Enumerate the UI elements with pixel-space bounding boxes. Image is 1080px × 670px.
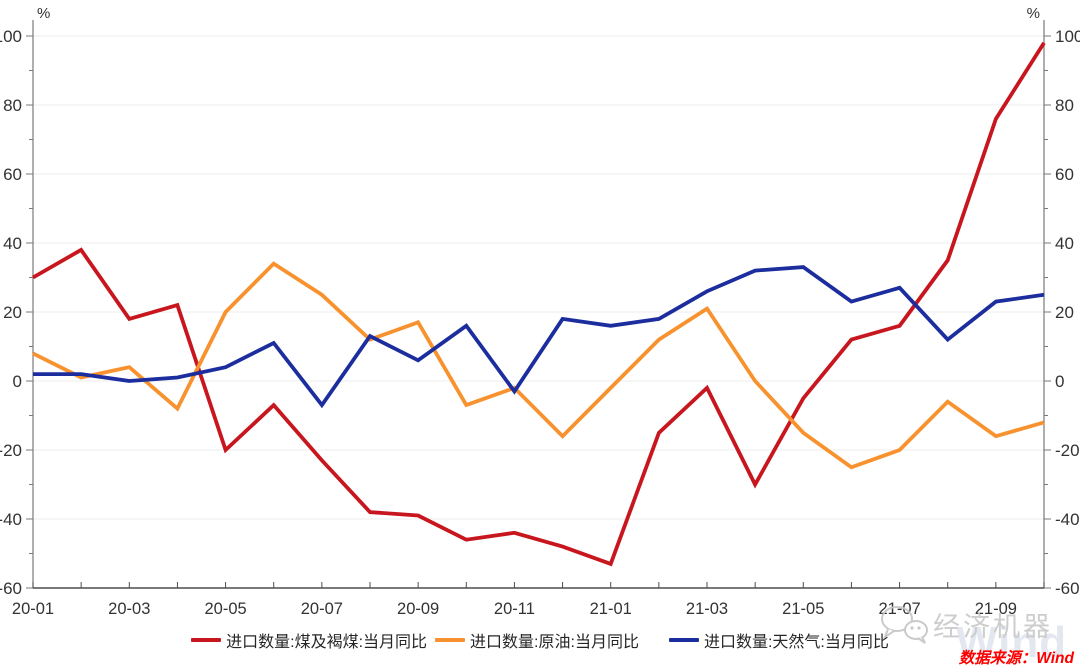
brand-watermark-text: 经济机器: [933, 611, 1053, 642]
line-chart: -60 -60 -40 -40 -20 -20 0 0 20 20 40 40 60 60 80 80 100 1…: [0, 5, 1080, 618]
data-source: 数据来源：Wind: [958, 650, 1074, 667]
x-tick-label: 21-09: [975, 600, 1017, 618]
y-tick-label-left: 0: [13, 372, 22, 391]
x-tick-label: 20-09: [397, 600, 439, 618]
brand-watermark: 经济机器: [878, 604, 1053, 644]
x-tick-label: 20-11: [494, 600, 535, 618]
y-tick-label-left: 20: [3, 303, 22, 322]
legend-label-coal: 进口数量:煤及褐煤:当月同比: [226, 634, 428, 651]
y-tick-label-right: -40: [1055, 510, 1080, 529]
y-tick-label-left: -20: [0, 441, 22, 460]
y-tick-label-right: -20: [1055, 441, 1080, 460]
wind-ghost-watermark: Wind: [956, 618, 1068, 667]
legend-item-natural-gas: 进口数量:天然气:当月同比: [668, 628, 889, 652]
y-tick-label-left: 80: [3, 96, 22, 115]
legend-item-crude-oil: 进口数量:原油:当月同比: [435, 628, 639, 652]
x-tick-label: 20-05: [204, 600, 246, 618]
legend-label-crude-oil: 进口数量:原油:当月同比: [470, 634, 639, 651]
y-tick-label-right: 60: [1055, 165, 1074, 184]
x-tick-label: 21-03: [686, 600, 728, 618]
y-tick-label-left: 100: [0, 27, 22, 46]
y-tick-label-right: 100: [1055, 27, 1080, 46]
x-tick-label: 21-01: [590, 600, 632, 618]
y-tick-label-right: 40: [1055, 234, 1074, 253]
y-unit-left: %: [37, 5, 50, 22]
legend-swatch-natural-gas: [668, 638, 699, 642]
y-tick-label-left: -40: [0, 510, 22, 529]
y-tick-label-left: 40: [3, 234, 22, 253]
x-tick-label: 20-01: [12, 600, 54, 618]
y-tick-label-right: 80: [1055, 96, 1074, 115]
wechat-icon: [881, 606, 928, 644]
y-tick-label-right: 0: [1055, 372, 1064, 391]
series-line-1: [32, 261, 1045, 470]
legend-swatch-coal: [191, 638, 222, 642]
series-line-2: [33, 265, 1045, 409]
y-unit-right: %: [1027, 5, 1040, 22]
x-tick-label: 20-03: [108, 600, 150, 618]
legend-label-natural-gas: 进口数量:天然气:当月同比: [703, 634, 889, 651]
y-tick-label-left: -60: [0, 579, 22, 598]
series-line-0: [32, 41, 1046, 567]
legend-item-coal: 进口数量:煤及褐煤:当月同比: [191, 628, 427, 652]
chart-legend: 进口数量:煤及褐煤:当月同比 进口数量:原油:当月同比 进口数量:天然气:当月同…: [0, 629, 1080, 651]
y-tick-label-left: 60: [3, 165, 22, 184]
x-tick-label: 21-05: [782, 600, 824, 618]
legend-swatch-crude-oil: [435, 638, 466, 642]
y-tick-label-right: -60: [1055, 579, 1080, 598]
x-tick-label: 20-07: [301, 600, 343, 618]
y-tick-label-right: 20: [1055, 303, 1074, 322]
